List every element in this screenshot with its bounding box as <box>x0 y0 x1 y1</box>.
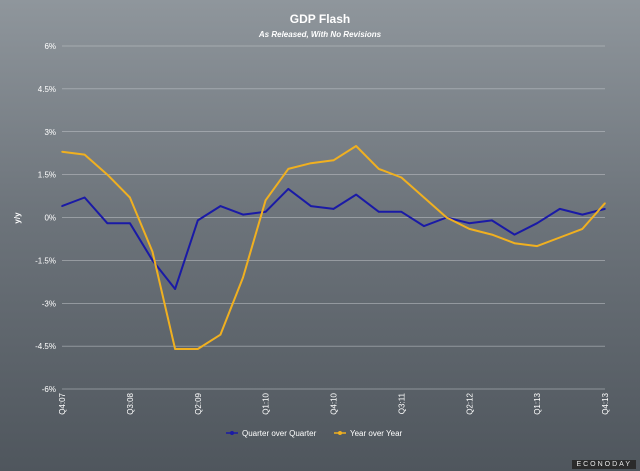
data-point <box>513 233 516 236</box>
y-tick-label: 1.5% <box>38 171 56 180</box>
data-point <box>445 216 448 219</box>
data-point <box>242 213 244 216</box>
data-point <box>491 233 493 236</box>
data-point <box>106 222 109 225</box>
chart-title: GDP Flash <box>290 12 350 26</box>
series-line-yoy <box>61 145 606 350</box>
gridlines <box>62 45 605 390</box>
data-point <box>129 222 131 225</box>
y-tick-label: -1.5% <box>35 256 56 265</box>
data-point <box>377 168 380 170</box>
data-point <box>242 276 244 279</box>
series-line-qoq <box>61 187 606 290</box>
data-point <box>581 228 584 230</box>
x-tick-label: Q1:10 <box>262 392 271 414</box>
y-tick-label: -6% <box>42 385 56 394</box>
x-tick-label: Q3:08 <box>126 392 135 414</box>
data-point <box>61 150 63 153</box>
data-point <box>355 145 357 147</box>
data-point <box>377 210 380 213</box>
x-tick-label: Q4:07 <box>58 392 67 414</box>
data-point <box>264 199 267 202</box>
data-point <box>196 348 199 350</box>
data-point <box>468 228 471 230</box>
data-point <box>400 210 403 213</box>
data-point <box>468 222 471 225</box>
y-tick-label: 3% <box>44 128 56 137</box>
y-axis-label: y/y <box>13 212 22 224</box>
data-point <box>604 202 606 205</box>
chart-subtitle: As Released, With No Revisions <box>258 30 382 39</box>
y-tick-label: 6% <box>44 42 56 51</box>
data-point <box>332 208 335 210</box>
legend-label-qoq: Quarter over Quarter <box>242 429 317 438</box>
data-point <box>151 259 154 262</box>
y-tick-label: 4.5% <box>38 85 56 94</box>
data-point <box>332 159 335 162</box>
data-point <box>604 208 606 210</box>
y-tick-label: 0% <box>44 214 56 223</box>
data-point <box>423 196 425 199</box>
data-point <box>423 225 425 227</box>
y-axis-ticks: 6% 4.5% 3% 1.5% 0% -1.5% -3% -4.5% -6% <box>35 42 56 394</box>
series-layer <box>61 145 606 350</box>
data-point <box>174 288 176 290</box>
legend-marker-yoy <box>338 431 342 435</box>
x-tick-label: Q1:13 <box>533 392 542 414</box>
data-point <box>355 193 357 196</box>
y-tick-label: -4.5% <box>35 342 56 351</box>
data-point <box>491 219 493 222</box>
data-point <box>196 219 199 222</box>
data-point <box>287 168 290 170</box>
data-point <box>400 176 403 179</box>
x-tick-label: Q4:10 <box>330 392 339 414</box>
data-point <box>61 205 63 207</box>
data-point <box>310 205 312 207</box>
data-point <box>536 245 538 247</box>
data-point <box>558 236 561 239</box>
data-point <box>151 251 154 253</box>
y-tick-label: -3% <box>42 299 56 308</box>
legend-label-yoy: Year over Year <box>350 429 403 438</box>
data-point <box>174 348 176 350</box>
data-point <box>310 162 312 164</box>
x-tick-label: Q4:13 <box>601 392 610 414</box>
data-point <box>536 222 538 225</box>
legend-marker-qoq <box>230 431 234 435</box>
brand-logo: ECONODAY <box>572 460 636 469</box>
data-point <box>219 205 222 207</box>
data-point <box>264 210 267 213</box>
data-point <box>558 208 561 210</box>
data-point <box>581 213 584 216</box>
x-tick-label: Q2:12 <box>465 392 474 414</box>
x-tick-label: Q3:11 <box>397 392 406 414</box>
legend: Quarter over Quarter Year over Year <box>226 429 403 438</box>
data-point <box>219 333 222 336</box>
x-axis-ticks: Q4:07 Q3:08 Q2:09 Q1:10 Q4:10 Q3:11 Q2:12 Q1:13… <box>58 392 610 414</box>
data-point <box>513 242 516 245</box>
x-tick-label: Q2:09 <box>194 392 203 414</box>
data-point <box>106 173 109 176</box>
data-point <box>287 188 290 190</box>
data-point <box>129 196 131 199</box>
data-point <box>83 196 86 199</box>
data-point <box>83 153 86 156</box>
